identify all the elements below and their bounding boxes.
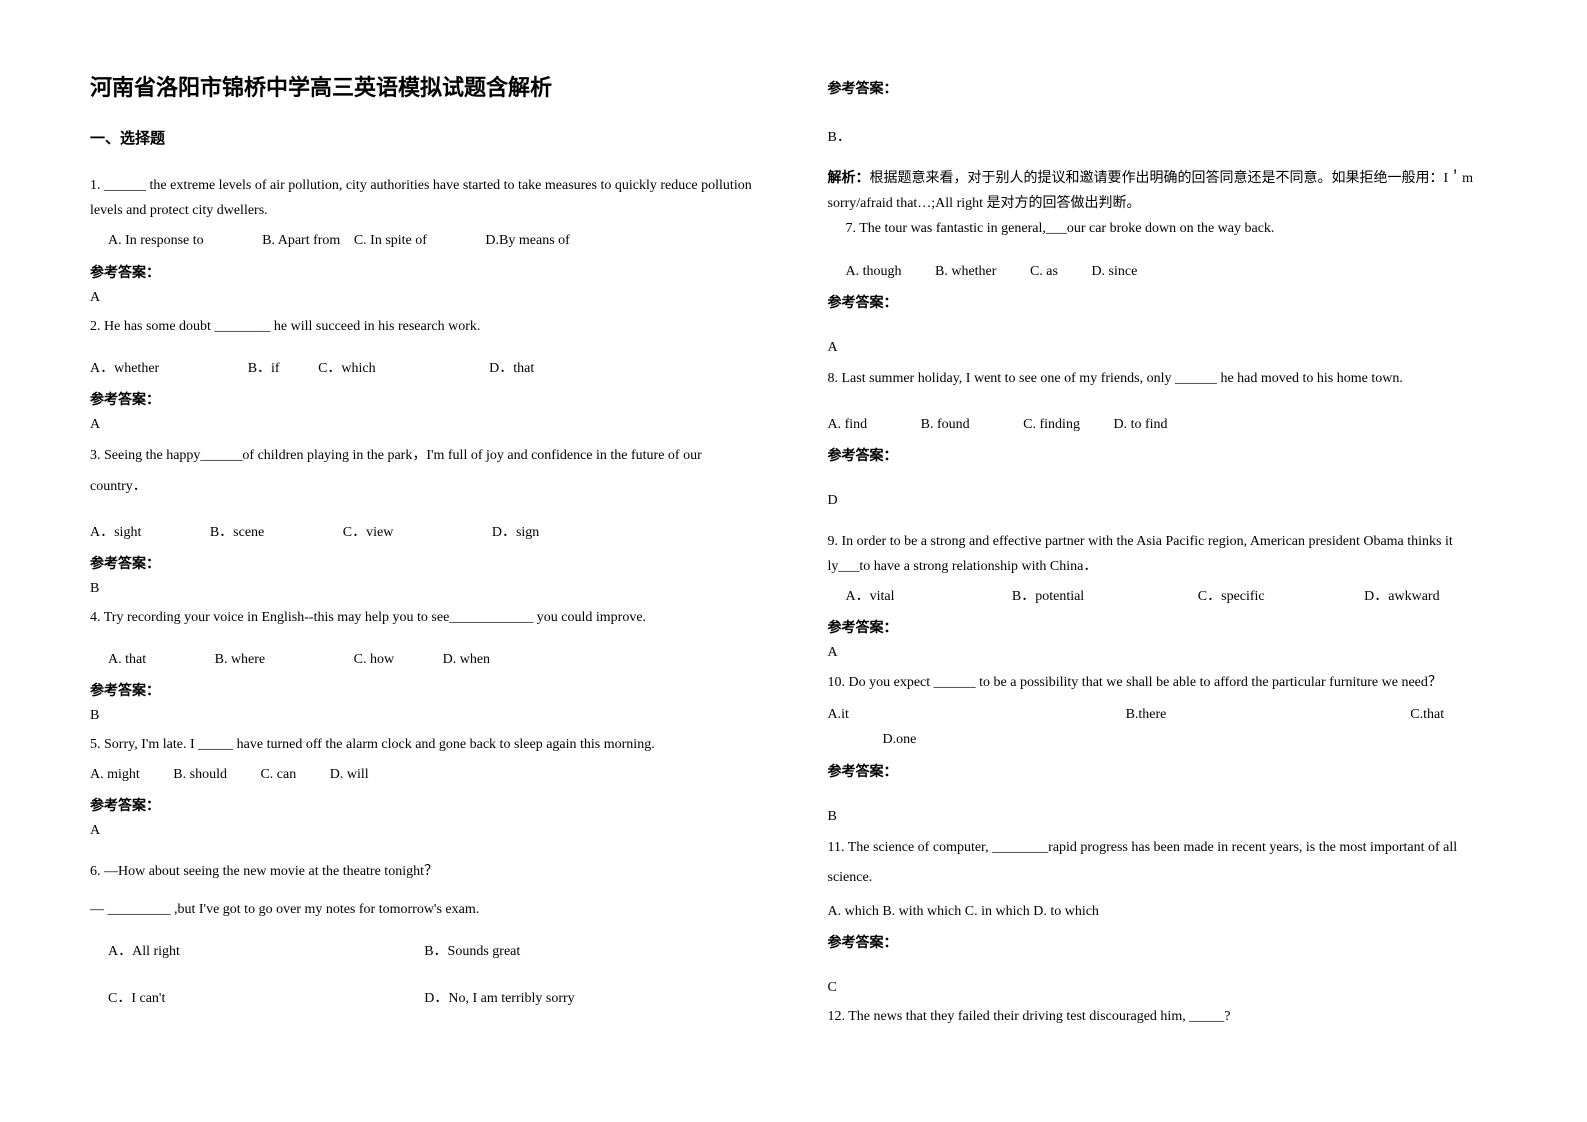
q4-optB: B. where <box>215 647 266 672</box>
q9-answer-label: 参考答案： <box>828 617 1498 637</box>
question-4-text: 4. Try recording your voice in English--… <box>90 605 760 630</box>
q6-explanation-text: 根据题意来看，对于别人的提议和邀请要作出明确的回答同意还是不同意。如果拒绝一般用… <box>828 171 1474 211</box>
page-title: 河南省洛阳市锦桥中学高三英语模拟试题含解析 <box>90 70 760 102</box>
q3-optA: A．sight <box>90 520 141 545</box>
q2-answer: A <box>90 417 760 433</box>
q1-optB: B. Apart from <box>262 228 340 253</box>
q1-answer-label: 参考答案： <box>90 262 760 282</box>
question-6-line2: — _________ ,but I've got to go over my … <box>90 897 760 922</box>
q2-optD: D．that <box>489 361 534 376</box>
q7-optA: A. though <box>846 259 902 284</box>
q6-optC: C．I can't <box>108 986 421 1011</box>
question-11-text: 11. The science of computer, ________rap… <box>828 833 1498 895</box>
question-10-text: 10. Do you expect ______ to be a possibi… <box>828 669 1498 697</box>
q10-optB: B.there <box>1126 702 1407 727</box>
q9-optC: C．specific <box>1198 584 1361 609</box>
q2-optB: B．if <box>248 356 280 381</box>
q2-optC: C．which <box>318 356 376 381</box>
q3-answer: B <box>90 581 760 597</box>
q8-optD: D. to find <box>1113 417 1167 432</box>
question-3-options: A．sight B．scene C．view D．sign <box>90 520 760 545</box>
q11-answer: C <box>828 980 1498 996</box>
q8-answer-label: 参考答案： <box>828 445 1498 465</box>
question-6-options-row2: C．I can't D．No, I am terribly sorry <box>90 986 760 1011</box>
q4-optA: A. that <box>108 647 146 672</box>
q9-optA: A．vital <box>846 584 1009 609</box>
q1-optC: C. In spite of <box>354 228 427 253</box>
question-12-text: 12. The news that they failed their driv… <box>828 1004 1498 1029</box>
q6-explanation: 解析：根据题意来看，对于别人的提议和邀请要作出明确的回答同意还是不同意。如果拒绝… <box>828 166 1498 216</box>
q4-answer: B <box>90 708 760 724</box>
question-1-text: 1. ______ the extreme levels of air poll… <box>90 173 760 223</box>
question-1-options: A. In response to B. Apart from C. In sp… <box>90 228 760 253</box>
right-column: 参考答案： B． 解析：根据题意来看，对于别人的提议和邀请要作出明确的回答同意还… <box>828 70 1498 1030</box>
q6-answer-label: 参考答案： <box>828 78 1498 98</box>
q8-optA: A. find <box>828 412 868 437</box>
question-6-options-row1: A．All right B．Sounds great <box>90 939 760 964</box>
question-2-text: 2. He has some doubt ________ he will su… <box>90 314 760 339</box>
q10-answer: B <box>828 809 1498 825</box>
q7-optC: C. as <box>1030 259 1058 284</box>
explanation-label: 解析： <box>828 171 870 186</box>
q3-optB: B．scene <box>210 520 264 545</box>
q1-optA: A. In response to <box>108 228 204 253</box>
q5-optC: C. can <box>260 762 296 787</box>
question-3-text: 3. Seeing the happy______of children pla… <box>90 441 760 503</box>
question-4-options: A. that B. where C. how D. when <box>90 647 760 672</box>
q1-answer: A <box>90 290 760 306</box>
question-5-options: A. might B. should C. can D. will <box>90 762 760 787</box>
q7-optD: D. since <box>1091 264 1137 279</box>
question-10-options: A.it B.there C.that D.one <box>828 702 1498 752</box>
question-2-options: A．whether B．if C．which D．that <box>90 356 760 381</box>
q10-optC: C.that <box>1410 707 1444 722</box>
q4-optD: D. when <box>443 652 490 667</box>
q7-answer-label: 参考答案： <box>828 292 1498 312</box>
q5-answer-label: 参考答案： <box>90 795 760 815</box>
question-8-text: 8. Last summer holiday, I went to see on… <box>828 364 1498 395</box>
left-column: 河南省洛阳市锦桥中学高三英语模拟试题含解析 一、选择题 1. ______ th… <box>90 70 760 1030</box>
q3-answer-label: 参考答案： <box>90 553 760 573</box>
q5-optB: B. should <box>173 762 227 787</box>
q5-optA: A. might <box>90 762 140 787</box>
question-11-options: A. which B. with which C. in which D. to… <box>828 899 1498 924</box>
q7-optB: B. whether <box>935 259 996 284</box>
question-7-options: A. though B. whether C. as D. since <box>828 259 1498 284</box>
q9-optB: B．potential <box>1012 584 1194 609</box>
q2-optA: A．whether <box>90 356 159 381</box>
q9-answer: A <box>828 645 1498 661</box>
q3-optC: C．view <box>343 520 394 545</box>
question-9-text: 9. In order to be a strong and effective… <box>828 529 1498 579</box>
q7-answer: A <box>828 340 1498 356</box>
q10-optD: D.one <box>828 732 917 747</box>
q9-optD: D．awkward <box>1364 589 1439 604</box>
q6-optA: A．All right <box>108 939 421 964</box>
q8-answer: D <box>828 493 1498 509</box>
q6-optD: D．No, I am terribly sorry <box>424 991 574 1006</box>
q6-optB: B．Sounds great <box>424 944 520 959</box>
question-5-text: 5. Sorry, I'm late. I _____ have turned … <box>90 732 760 757</box>
q5-optD: D. will <box>330 767 369 782</box>
q10-optA: A.it <box>828 702 1123 727</box>
q4-answer-label: 参考答案： <box>90 680 760 700</box>
q5-answer: A <box>90 823 760 839</box>
question-9-options: A．vital B．potential C．specific D．awkward <box>828 584 1498 609</box>
q2-answer-label: 参考答案： <box>90 389 760 409</box>
question-7-text: 7. The tour was fantastic in general,___… <box>828 216 1498 241</box>
q4-optC: C. how <box>354 647 394 672</box>
question-6-line1: 6. —How about seeing the new movie at th… <box>90 859 760 884</box>
q8-optC: C. finding <box>1023 412 1080 437</box>
q3-optD: D．sign <box>492 525 539 540</box>
q8-optB: B. found <box>921 412 970 437</box>
q10-answer-label: 参考答案： <box>828 761 1498 781</box>
q1-optD: D.By means of <box>485 233 569 248</box>
q11-answer-label: 参考答案： <box>828 932 1498 952</box>
section-title: 一、选择题 <box>90 127 760 148</box>
q6-answer: B． <box>828 126 1498 146</box>
question-8-options: A. find B. found C. finding D. to find <box>828 412 1498 437</box>
